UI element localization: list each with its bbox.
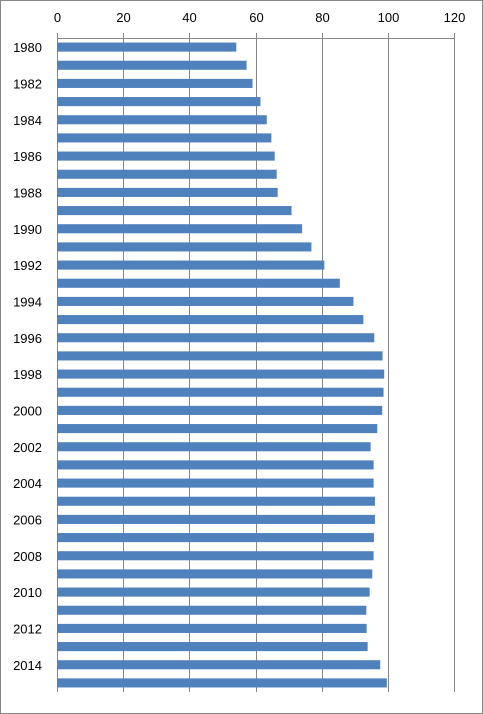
y-category-label: 2006	[13, 512, 42, 527]
bar-1980	[57, 42, 237, 52]
bar-2012	[57, 623, 367, 633]
bar-1985	[57, 133, 272, 143]
bar-1994	[57, 296, 354, 306]
bar-1983	[57, 97, 261, 107]
x-tick-label: 0	[54, 10, 61, 25]
bar-1982	[57, 78, 253, 88]
bar-2009	[57, 569, 373, 579]
y-category-label: 1996	[13, 331, 42, 346]
bar-1996	[57, 333, 375, 343]
bar-1995	[57, 315, 364, 325]
bar-2000	[57, 405, 383, 415]
gridlines	[57, 33, 455, 692]
bars	[57, 42, 387, 688]
bar-1986	[57, 151, 275, 161]
bar-2014	[57, 660, 381, 670]
y-category-label: 2014	[13, 658, 42, 673]
y-category-label: 1990	[13, 222, 42, 237]
bar-1997	[57, 351, 383, 361]
x-tick-label: 100	[378, 10, 400, 25]
y-category-label: 1994	[13, 294, 42, 309]
bar-2011	[57, 605, 367, 615]
x-tick-label: 20	[116, 10, 130, 25]
y-category-label: 1982	[13, 76, 42, 91]
y-axis-labels: 1980 1982 1984 1986 1988 1990 1992 1994 1996 1998…	[13, 40, 42, 673]
bar-2008	[57, 551, 374, 561]
x-tick-label: 120	[444, 10, 466, 25]
bar-1991	[57, 242, 312, 252]
x-axis-ticks: 0 20 40 60 80 100 120	[54, 10, 465, 25]
bar-2013	[57, 642, 368, 652]
bar-1981	[57, 60, 247, 70]
y-category-label: 2002	[13, 440, 42, 455]
bar-2003	[57, 460, 374, 470]
bar-1999	[57, 387, 384, 397]
bar-1987	[57, 169, 277, 179]
y-category-label: 1984	[13, 113, 42, 128]
bar-2015	[57, 678, 387, 688]
bar-2004	[57, 478, 374, 488]
y-category-label: 2000	[13, 403, 42, 418]
bar-1990	[57, 224, 303, 234]
y-category-label: 2004	[13, 476, 42, 491]
bar-1993	[57, 278, 340, 288]
bar-2005	[57, 496, 375, 506]
x-tick-label: 80	[315, 10, 329, 25]
bar-1998	[57, 369, 385, 379]
bar-2006	[57, 514, 375, 524]
bar-1992	[57, 260, 325, 270]
bar-1984	[57, 115, 267, 125]
x-tick-label: 40	[182, 10, 196, 25]
y-category-label: 1992	[13, 258, 42, 273]
bar-2010	[57, 587, 370, 597]
bar-2001	[57, 424, 378, 434]
x-tick-label: 60	[249, 10, 263, 25]
y-category-label: 2008	[13, 549, 42, 564]
bar-2007	[57, 533, 374, 543]
y-category-label: 2010	[13, 585, 42, 600]
y-category-label: 1998	[13, 367, 42, 382]
y-category-label: 1988	[13, 185, 42, 200]
y-category-label: 1980	[13, 40, 42, 55]
y-category-label: 2012	[13, 621, 42, 636]
bar-2002	[57, 442, 371, 452]
bar-1988	[57, 187, 278, 197]
bar-1989	[57, 206, 292, 216]
y-category-label: 1986	[13, 149, 42, 164]
